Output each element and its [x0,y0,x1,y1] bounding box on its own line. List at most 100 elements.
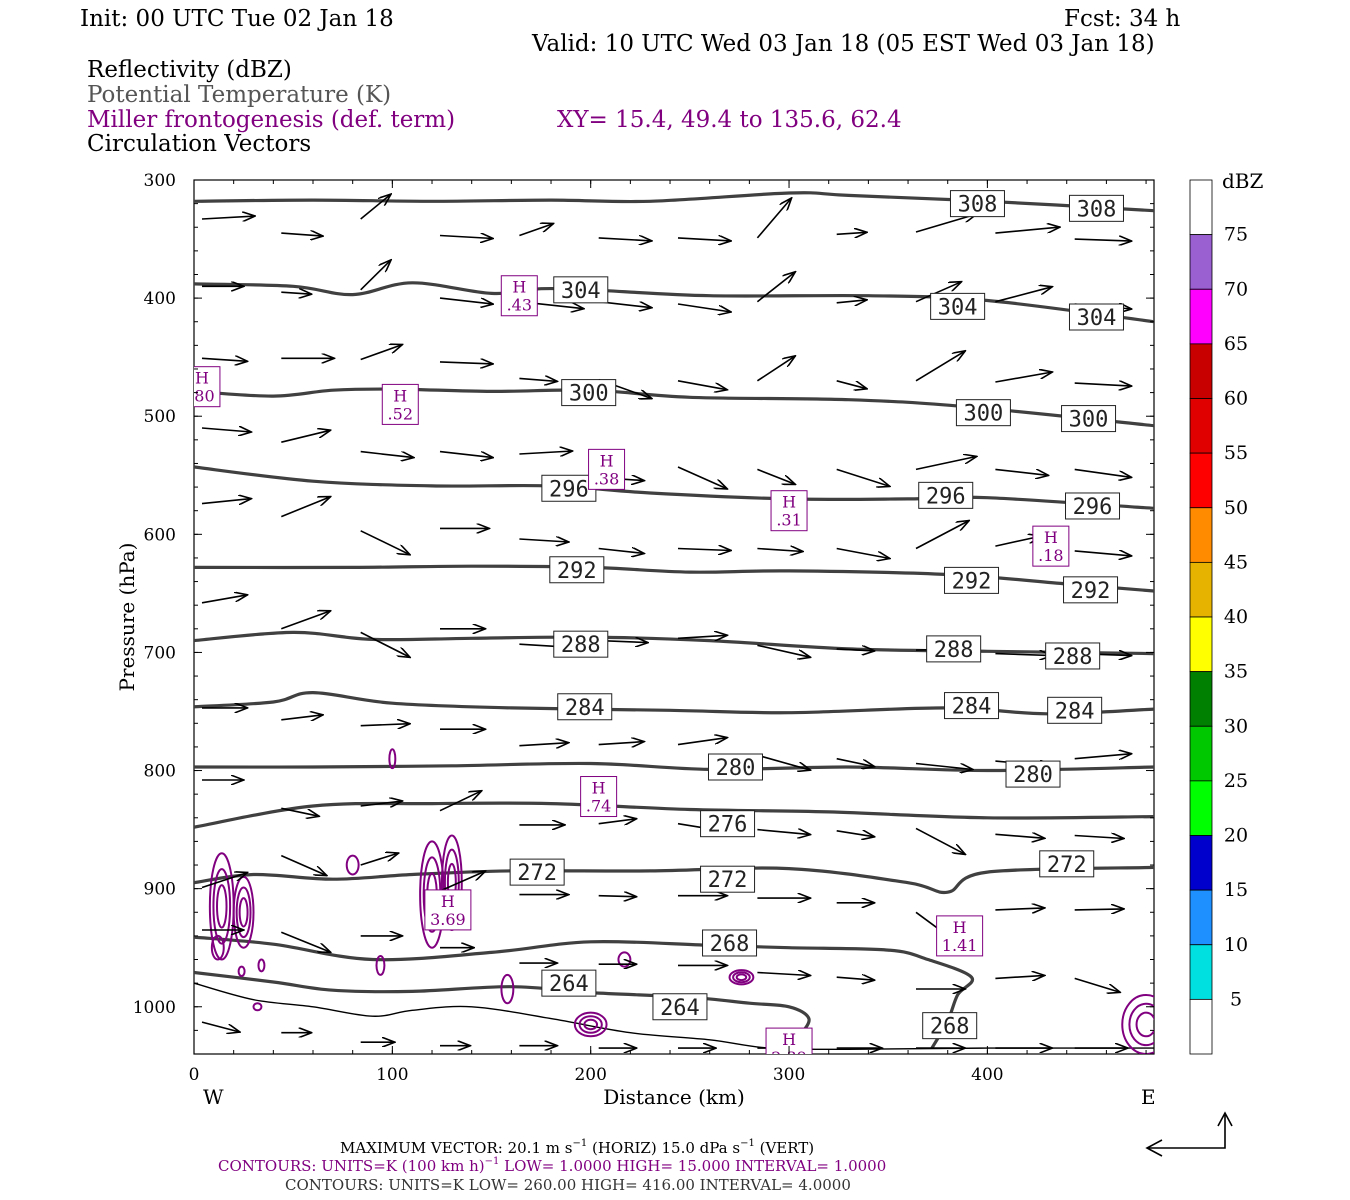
colorbar-label: 50 [1224,497,1248,519]
colorbar-label: 25 [1224,770,1248,792]
theta-label-272: 272 [509,858,565,886]
theta-label-300: 300 [955,399,1011,427]
svg-text:304: 304 [1077,306,1117,331]
circulation-vector [281,611,330,630]
circulation-vector [677,635,727,638]
frontogenesis-max-label: H.38 [588,448,626,490]
colorbar-segment [1189,343,1213,399]
circulation-vector [280,931,330,952]
theta-label-292: 292 [549,556,605,584]
circulation-vector [677,238,731,241]
circulation-vector [757,973,810,976]
frontogenesis-contour [728,969,755,986]
circulation-vector [519,539,568,542]
theta-label-292: 292 [944,566,1000,594]
x-tick-label: 400 [971,1065,1003,1085]
y-tick-label: 900 [144,880,176,900]
colorbar-label: 45 [1224,551,1248,573]
circulation-vector [756,198,791,239]
circulation-vector [836,977,875,980]
svg-text:272: 272 [517,861,557,886]
circulation-vector [201,499,251,504]
circulation-vector [280,854,327,876]
svg-text:264: 264 [660,996,700,1021]
circulation-vector [1074,551,1132,556]
colorbar-label: 70 [1224,278,1248,300]
circulation-vector [836,468,890,486]
colorbar-segment [1189,234,1213,290]
theta-label-300: 300 [561,379,617,407]
svg-text:H: H [195,369,209,388]
svg-text:H: H [592,779,606,798]
theta-contour-labels: 308 308 304 304 304 300 300 300 296 296 296 292 292 2… [509,190,1124,1040]
theta-label-264: 264 [541,969,597,997]
colorbar-segment [1189,998,1213,1055]
svg-text:296: 296 [549,477,589,502]
circulation-vector [439,871,486,892]
frontogenesis-contour [388,748,397,770]
circulation-vector [281,807,319,816]
circulation-vector [995,468,1048,475]
circulation-vector [995,287,1052,303]
x-tick-label: 200 [574,1065,606,1085]
svg-text:272: 272 [708,868,748,893]
circulation-vector [995,372,1052,383]
theta-contour-280 [194,761,1154,773]
theta-contour-284 [194,690,1154,716]
colorbar-segment [1189,507,1213,563]
circulation-vector [598,742,645,745]
colorbar-label: 40 [1224,606,1248,628]
circulation-vector [836,547,890,559]
circulation-vector [1074,239,1132,241]
svg-text:280: 280 [716,756,756,781]
circulation-vector [756,356,795,382]
circulation-vector [439,450,493,458]
circulation-vector [677,738,727,746]
svg-text:.38: .38 [594,469,619,488]
field-reflectivity: Reflectivity (dBZ) [87,57,292,83]
x-axis: 0 100 200 300 400 [189,180,1147,1085]
plot-area [193,179,1155,1055]
circulation-vector [836,300,867,303]
svg-text:3.69: 3.69 [430,910,466,929]
colorbar-segment [1189,288,1213,345]
svg-text:268: 268 [710,932,750,957]
circulation-vector [757,468,795,484]
circulation-vector [201,358,248,361]
frontogenesis-contour [345,854,360,876]
theta-label-288: 288 [553,630,609,658]
frontogenesis-max-label: H3.69 [424,889,472,931]
circulation-vector [757,644,810,657]
theta-label-308: 308 [1068,194,1124,222]
circulation-vector [201,1021,240,1032]
reference-vector-icon [1145,1111,1233,1157]
colorbar-label: 20 [1224,825,1248,847]
colorbar-label: 60 [1224,388,1248,410]
circulation-vector [598,819,637,824]
circulation-vector [360,853,399,866]
frontogenesis-contour [573,1011,608,1038]
theta-label-264: 264 [652,993,708,1021]
theta-label-272: 272 [1039,850,1095,878]
frontogenesis-max-label: H.43 [500,275,538,317]
colorbar-segment [1189,944,1213,1000]
circulation-vector [756,272,795,303]
svg-text:308: 308 [958,193,998,218]
theta-label-300: 300 [1061,405,1117,433]
circulation-vector [201,595,248,604]
svg-text:H: H [782,1030,796,1049]
svg-text:.18: .18 [1038,546,1063,565]
svg-text:300: 300 [1069,408,1109,433]
circulation-vector [836,831,875,837]
circulation-vector [598,549,645,554]
colorbar-label: 5 [1230,988,1242,1010]
svg-text:288: 288 [1053,645,1093,670]
svg-text:284: 284 [1055,699,1095,724]
svg-text:H: H [782,493,796,512]
theta-contour-264 [194,970,811,1052]
y-axis: 300 400 500 600 700 800 900 1000 [133,171,1154,1055]
circulation-vector [995,834,1044,838]
theta-contour-272 [194,865,1154,895]
circulation-vector [519,224,553,237]
